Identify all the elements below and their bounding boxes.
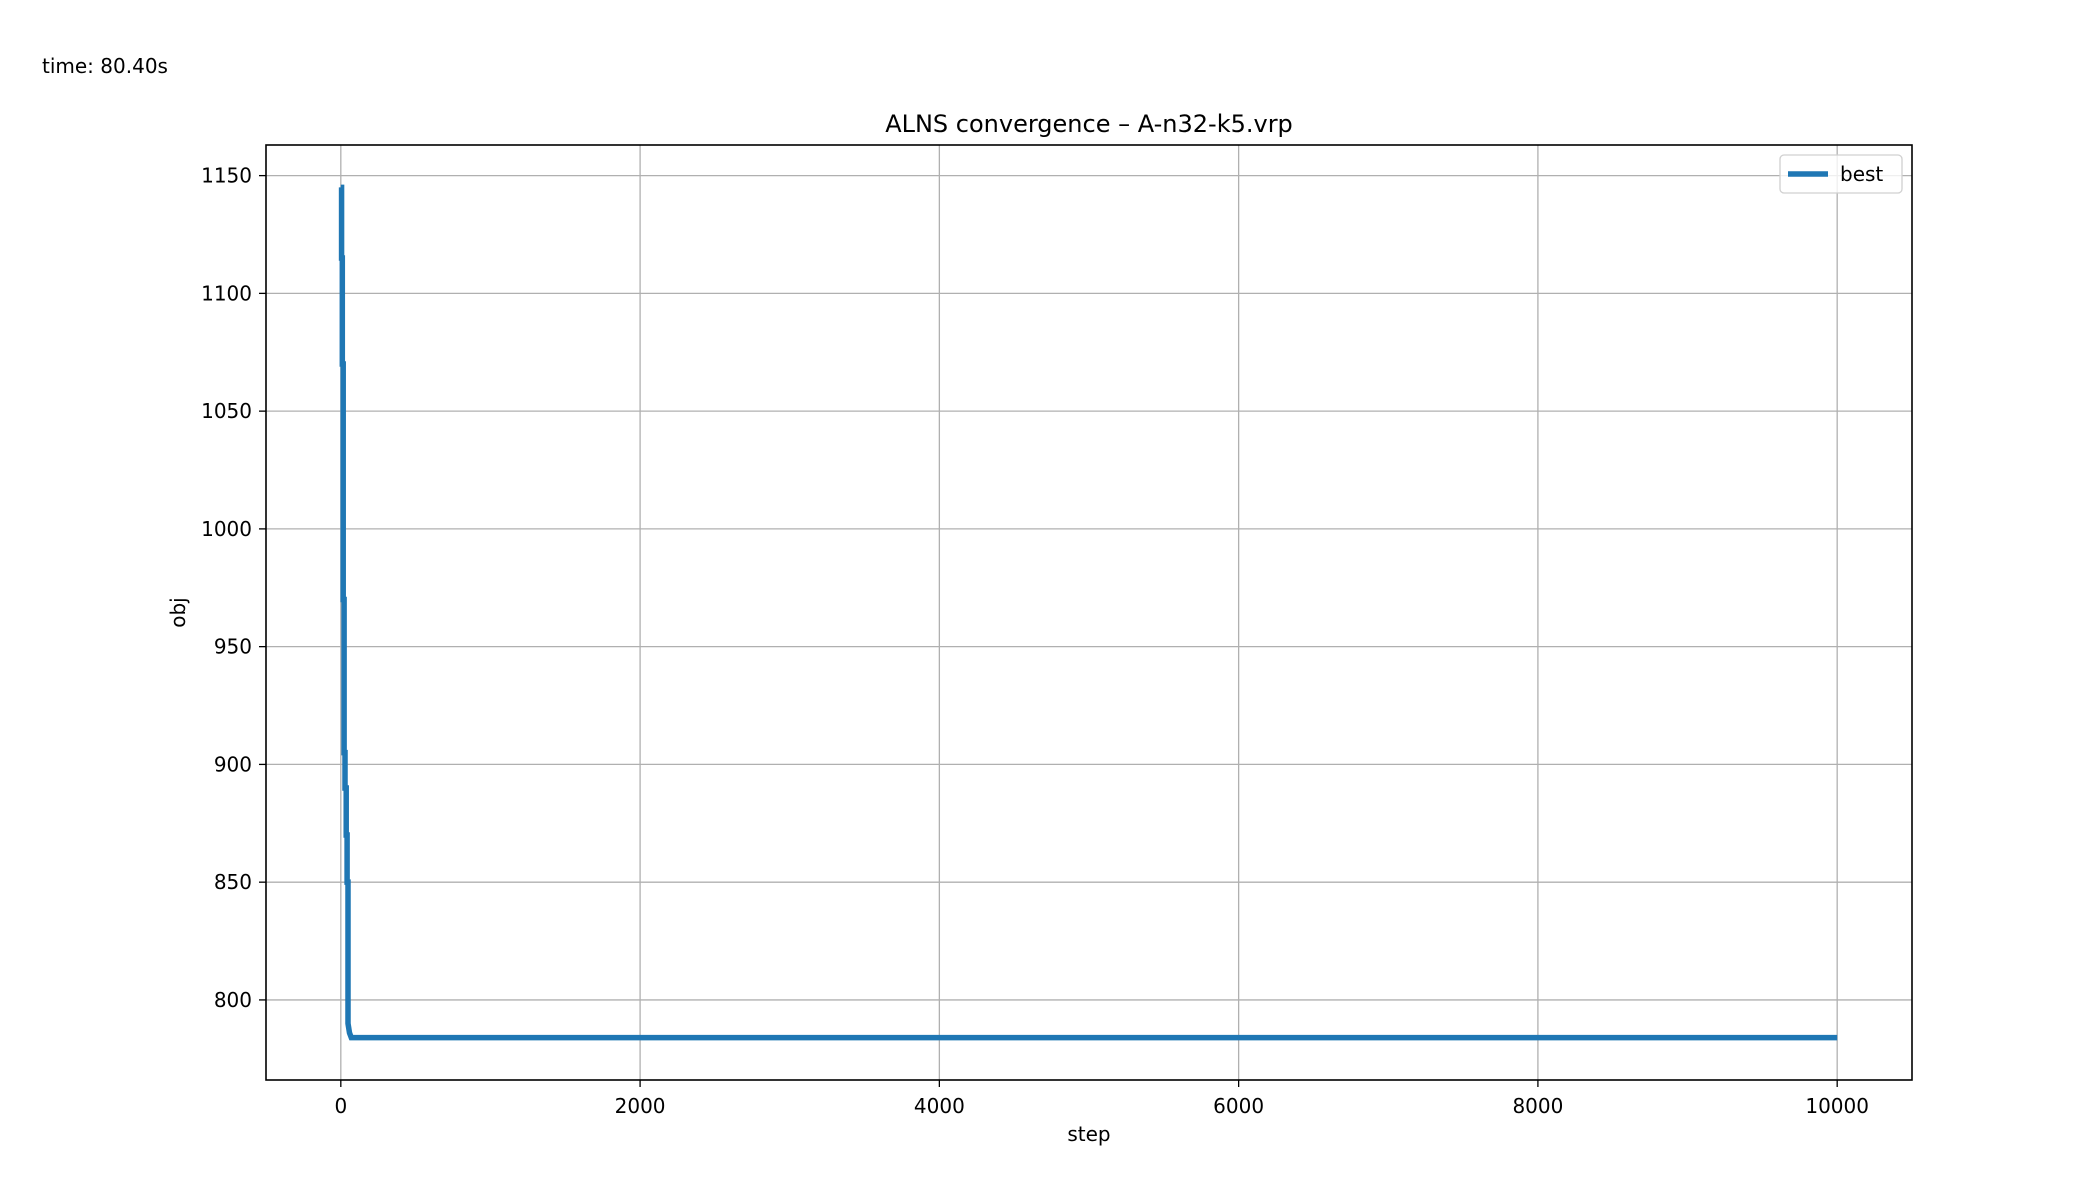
plot-frame (265, 144, 1913, 1081)
legend-box (1779, 154, 1903, 194)
y-tick-label: 800 (214, 988, 252, 1012)
y-axis-label: obj (166, 597, 190, 628)
x-axis-label: step (1067, 1122, 1110, 1146)
series-layer (338, 184, 1838, 1041)
y-tick-label: 850 (214, 870, 252, 894)
y-tick-label: 1050 (201, 399, 252, 423)
x-tick-label: 10000 (1805, 1094, 1869, 1118)
x-tick-label: 6000 (1213, 1094, 1264, 1118)
legend-label: best (1840, 162, 1883, 186)
series-line-best (338, 184, 1838, 1041)
legend: best (1779, 154, 1903, 194)
grid-lines (266, 145, 1912, 1080)
y-tick-label: 1150 (201, 164, 252, 188)
time-label: time: 80.40s (42, 54, 168, 78)
y-tick-label: 1000 (201, 517, 252, 541)
x-tick-label: 4000 (914, 1094, 965, 1118)
y-tick-label: 1100 (201, 281, 252, 305)
y-tick-label: 950 (214, 635, 252, 659)
x-tick-label: 2000 (615, 1094, 666, 1118)
y-tick-label: 900 (214, 752, 252, 776)
x-tick-label: 8000 (1512, 1094, 1563, 1118)
x-tick-label: 0 (334, 1094, 347, 1118)
chart-title: ALNS convergence – A-n32-k5.vrp (885, 110, 1293, 138)
axis-ticks: 0 2000 4000 6000 8000 10000 800 850 900 950 1000 10… (201, 164, 1869, 1118)
